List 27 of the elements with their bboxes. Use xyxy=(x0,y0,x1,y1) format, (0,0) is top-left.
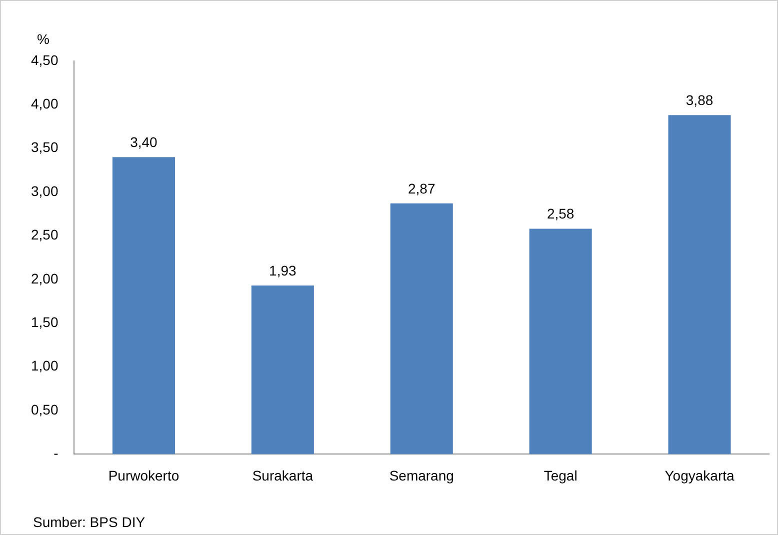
data-label: 2,87 xyxy=(408,180,436,196)
bar xyxy=(112,157,175,454)
y-tick-label: 2,50 xyxy=(31,226,58,243)
y-tick-label: 1,50 xyxy=(31,314,58,330)
bar xyxy=(529,228,592,454)
bar xyxy=(668,115,731,454)
y-tick-label: - xyxy=(54,445,59,462)
y-tick-label: 4,00 xyxy=(31,96,58,112)
y-tick-label: 3,00 xyxy=(31,182,58,199)
x-tick-label: Surakarta xyxy=(252,467,314,484)
data-label: 2,58 xyxy=(546,206,574,222)
y-tick-label: 1,00 xyxy=(31,358,58,374)
y-axis-title: % xyxy=(37,30,50,47)
data-label: 3,40 xyxy=(130,134,158,150)
y-tick-label: 4,50 xyxy=(31,52,58,68)
x-tick-label: Purwokerto xyxy=(108,467,180,484)
x-tick-label: Semarang xyxy=(389,467,454,484)
x-tick-label: Tegal xyxy=(544,467,578,484)
data-label: 3,88 xyxy=(686,92,714,108)
bar xyxy=(390,203,453,454)
data-label: 1,93 xyxy=(269,262,297,278)
y-tick-label: 0,50 xyxy=(31,401,58,418)
bar xyxy=(251,286,314,454)
text: Sumber: BPS DIY xyxy=(33,514,146,530)
x-tick-label: Yogyakarta xyxy=(664,467,734,484)
y-tick-label: 3,50 xyxy=(31,139,58,156)
y-tick-label: 2,00 xyxy=(31,270,58,286)
